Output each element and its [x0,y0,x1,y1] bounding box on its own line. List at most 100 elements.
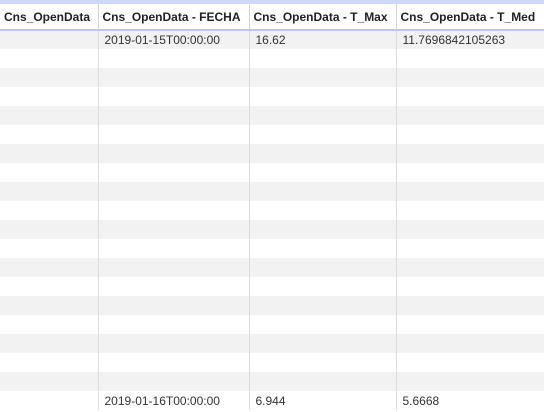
table-row[interactable]: 2019-01-16T00:00:00 6.944 5.6668 [0,391,544,410]
cell-t-med[interactable] [396,258,544,277]
cell-fecha[interactable] [98,201,250,220]
cell-t-med[interactable] [396,353,544,372]
cell-cns-opendata[interactable] [0,49,99,68]
cell-t-med[interactable] [396,372,544,391]
cell-t-max[interactable] [249,334,397,353]
table-row[interactable] [0,49,544,68]
table-row[interactable] [0,296,544,315]
cell-t-med[interactable]: 5.6668 [396,391,544,410]
table-row[interactable] [0,258,544,277]
cell-cns-opendata[interactable] [0,258,99,277]
cell-fecha[interactable] [98,68,250,87]
cell-cns-opendata[interactable] [0,87,99,106]
cell-t-max[interactable] [249,220,397,239]
cell-t-med[interactable] [396,125,544,144]
cell-cns-opendata[interactable] [0,106,99,125]
cell-t-max[interactable] [249,144,397,163]
cell-t-max[interactable] [249,315,397,334]
table-row[interactable] [0,87,544,106]
cell-t-med[interactable] [396,68,544,87]
cell-fecha[interactable] [98,277,250,296]
table-row[interactable] [0,277,544,296]
column-header-t-med[interactable]: Cns_OpenData - T_Med [396,4,544,31]
cell-cns-opendata[interactable] [0,163,99,182]
cell-cns-opendata[interactable] [0,30,99,49]
cell-t-max[interactable] [249,201,397,220]
cell-t-max[interactable] [249,163,397,182]
cell-cns-opendata[interactable] [0,296,99,315]
cell-t-max[interactable] [249,372,397,391]
cell-cns-opendata[interactable] [0,144,99,163]
cell-cns-opendata[interactable] [0,182,99,201]
cell-fecha[interactable] [98,125,250,144]
cell-fecha[interactable] [98,87,250,106]
cell-cns-opendata[interactable] [0,68,99,87]
cell-t-med[interactable] [396,296,544,315]
table-row[interactable] [0,182,544,201]
table-row[interactable] [0,106,544,125]
cell-t-max[interactable] [249,277,397,296]
table-row[interactable] [0,144,544,163]
cell-cns-opendata[interactable] [0,372,99,391]
cell-fecha[interactable] [98,49,250,68]
table-row[interactable]: 2019-01-15T00:00:00 16.62 11.7696842105263 [0,30,544,49]
cell-cns-opendata[interactable] [0,334,99,353]
cell-t-max[interactable] [249,68,397,87]
cell-fecha[interactable] [98,334,250,353]
table-row[interactable] [0,68,544,87]
cell-t-max[interactable]: 6.944 [249,391,397,410]
cell-cns-opendata[interactable] [0,391,99,410]
cell-fecha[interactable] [98,315,250,334]
cell-t-med[interactable]: 11.7696842105263 [396,30,544,49]
cell-t-med[interactable] [396,220,544,239]
column-header-t-max[interactable]: Cns_OpenData - T_Max [249,4,397,31]
table-row[interactable] [0,334,544,353]
cell-cns-opendata[interactable] [0,220,99,239]
column-header-cns-opendata[interactable]: Cns_OpenData [0,4,99,31]
cell-t-max[interactable] [249,258,397,277]
table-row[interactable] [0,315,544,334]
cell-t-max[interactable]: 16.62 [249,30,397,49]
cell-fecha[interactable]: 2019-01-16T00:00:00 [98,391,250,410]
table-row[interactable] [0,372,544,391]
cell-t-med[interactable] [396,334,544,353]
cell-t-med[interactable] [396,49,544,68]
cell-t-max[interactable] [249,49,397,68]
cell-fecha[interactable] [98,220,250,239]
cell-fecha[interactable] [98,182,250,201]
table-row[interactable] [0,220,544,239]
cell-t-max[interactable] [249,239,397,258]
cell-fecha[interactable] [98,239,250,258]
cell-t-max[interactable] [249,125,397,144]
cell-fecha[interactable]: 2019-01-15T00:00:00 [98,30,250,49]
cell-t-max[interactable] [249,106,397,125]
cell-cns-opendata[interactable] [0,125,99,144]
column-header-fecha[interactable]: Cns_OpenData - FECHA [98,4,250,31]
cell-fecha[interactable] [98,106,250,125]
cell-cns-opendata[interactable] [0,239,99,258]
cell-t-max[interactable] [249,87,397,106]
cell-t-med[interactable] [396,315,544,334]
cell-cns-opendata[interactable] [0,353,99,372]
cell-t-med[interactable] [396,277,544,296]
table-row[interactable] [0,125,544,144]
cell-cns-opendata[interactable] [0,277,99,296]
cell-t-med[interactable] [396,144,544,163]
cell-t-max[interactable] [249,353,397,372]
cell-fecha[interactable] [98,163,250,182]
table-row[interactable] [0,163,544,182]
cell-t-med[interactable] [396,182,544,201]
cell-fecha[interactable] [98,258,250,277]
cell-cns-opendata[interactable] [0,201,99,220]
cell-cns-opendata[interactable] [0,315,99,334]
cell-t-med[interactable] [396,87,544,106]
cell-t-max[interactable] [249,296,397,315]
cell-fecha[interactable] [98,353,250,372]
cell-t-max[interactable] [249,182,397,201]
cell-fecha[interactable] [98,296,250,315]
cell-t-med[interactable] [396,239,544,258]
table-row[interactable] [0,353,544,372]
cell-t-med[interactable] [396,106,544,125]
cell-fecha[interactable] [98,144,250,163]
table-row[interactable] [0,201,544,220]
